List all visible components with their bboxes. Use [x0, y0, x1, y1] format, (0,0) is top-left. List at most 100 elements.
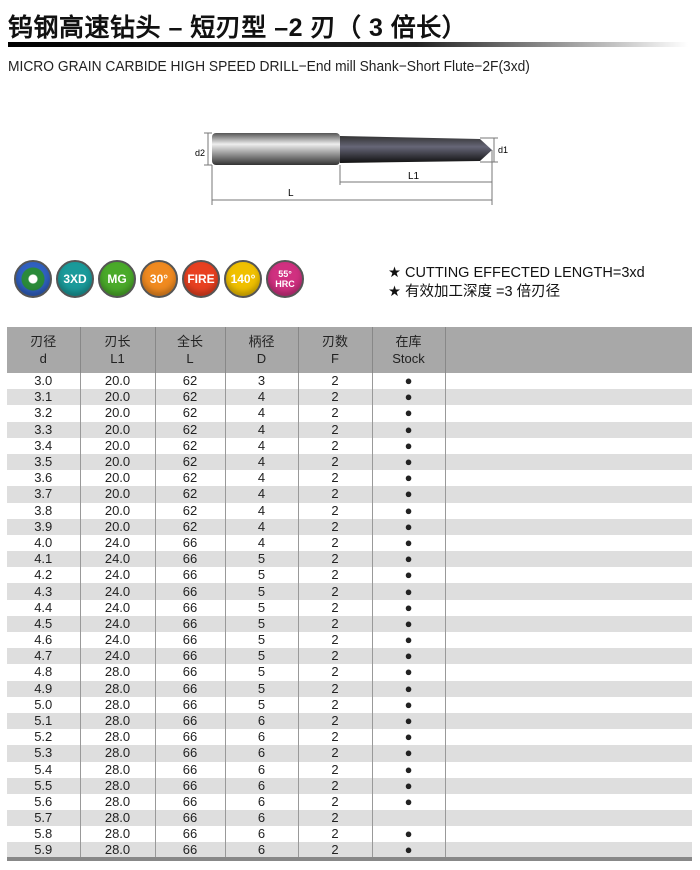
- cell-l: 66: [155, 583, 226, 600]
- fire-icon: FIRE: [182, 260, 220, 298]
- header-en: Stock: [392, 351, 425, 366]
- column-header: 柄径 D: [225, 327, 299, 373]
- cell-flutes: 2: [298, 745, 373, 762]
- cell-stock: ●: [372, 437, 446, 454]
- cell-blank: [445, 486, 692, 503]
- cell-l: 66: [155, 842, 226, 861]
- cell-stock: ●: [372, 453, 446, 471]
- cell-stock: ●: [372, 793, 446, 811]
- in-stock-dot-icon: ●: [404, 421, 413, 437]
- cell-l1: 24.0: [80, 534, 156, 552]
- cell-flutes: 2: [298, 793, 373, 811]
- cell-blank: [445, 777, 692, 794]
- cell-l1: 28.0: [80, 745, 156, 762]
- cell-d: 3.3: [7, 421, 81, 438]
- in-stock-dot-icon: ●: [404, 373, 413, 389]
- label-d1: d1: [498, 145, 508, 155]
- cell-shank-d: 6: [225, 761, 299, 778]
- cell-shank-d: 4: [225, 502, 299, 519]
- cell-l: 66: [155, 680, 226, 697]
- cell-flutes: 2: [298, 486, 373, 503]
- cell-shank-d: 5: [225, 680, 299, 697]
- cell-l: 62: [155, 518, 226, 535]
- cell-shank-d: 4: [225, 389, 299, 406]
- cell-l: 66: [155, 793, 226, 811]
- in-stock-dot-icon: ●: [404, 437, 413, 453]
- cell-shank-d: 6: [225, 745, 299, 762]
- cell-l: 66: [155, 810, 226, 827]
- cell-d: 3.2: [7, 405, 81, 422]
- cell-l: 62: [155, 373, 226, 390]
- cell-stock: ●: [372, 664, 446, 681]
- note-cutting-length: ★ CUTTING EFFECTED LENGTH=3xd: [388, 265, 645, 281]
- cell-d: 5.1: [7, 712, 81, 730]
- cell-flutes: 2: [298, 421, 373, 438]
- label-d2: d2: [195, 148, 205, 158]
- cell-blank: [445, 762, 692, 778]
- cell-shank-d: 4: [225, 518, 299, 535]
- cell-d: 3.1: [7, 389, 81, 406]
- cell-flutes: 2: [298, 405, 373, 422]
- cell-blank: [445, 664, 692, 680]
- spec-table: 刃径 d 刃长 L1 全长 L 柄径 D 刃数 F 在库 Stock 3.0 20.0 62 3 2 ● 3.1 2…: [7, 327, 692, 861]
- cell-flutes: 2: [298, 680, 373, 697]
- cell-d: 3.9: [7, 518, 81, 535]
- table-row: 3.9 20.0 62 4 2 ●: [7, 518, 692, 535]
- cell-d: 4.0: [7, 534, 81, 552]
- cell-shank-d: 5: [225, 599, 299, 616]
- cell-l: 66: [155, 632, 226, 649]
- cell-l1: 28.0: [80, 696, 156, 713]
- table-row: 5.5 28.0 66 6 2 ●: [7, 777, 692, 794]
- cell-flutes: 2: [298, 648, 373, 665]
- in-stock-dot-icon: ●: [404, 696, 413, 712]
- column-header: 刃长 L1: [80, 327, 156, 373]
- cell-l1: 20.0: [80, 389, 156, 406]
- cell-stock: ●: [372, 551, 446, 568]
- in-stock-dot-icon: ●: [404, 389, 413, 405]
- cell-l1: 28.0: [80, 761, 156, 778]
- cell-stock: ●: [372, 745, 446, 762]
- cell-flutes: 2: [298, 729, 373, 746]
- cell-l: 66: [155, 615, 226, 632]
- cell-shank-d: 4: [225, 486, 299, 503]
- cell-l: 62: [155, 389, 226, 406]
- cell-blank: [445, 373, 692, 389]
- cell-l1: 24.0: [80, 615, 156, 632]
- header-en: d: [39, 351, 47, 366]
- cell-shank-d: 5: [225, 664, 299, 681]
- table-row: 3.1 20.0 62 4 2 ●: [7, 389, 692, 406]
- cell-stock: ●: [372, 518, 446, 535]
- cell-blank: [445, 600, 692, 616]
- cell-stock: [372, 810, 446, 827]
- cell-shank-d: 6: [225, 777, 299, 794]
- cell-d: 4.7: [7, 648, 81, 665]
- cell-l: 62: [155, 486, 226, 503]
- cell-stock: ●: [372, 777, 446, 794]
- cell-l1: 20.0: [80, 470, 156, 487]
- cell-stock: ●: [372, 599, 446, 616]
- 3xd-icon: 3XD: [56, 260, 94, 298]
- cell-l1: 24.0: [80, 632, 156, 649]
- drill-shank: [212, 133, 340, 165]
- cell-l: 62: [155, 437, 226, 454]
- cell-shank-d: 4: [225, 405, 299, 422]
- header-cn: 刃长: [104, 334, 131, 349]
- cell-shank-d: 4: [225, 437, 299, 454]
- table-row: 4.2 24.0 66 5 2 ●: [7, 567, 692, 584]
- cell-blank: [445, 551, 692, 568]
- cell-l1: 20.0: [80, 502, 156, 519]
- cell-d: 3.0: [7, 373, 81, 390]
- cell-d: 3.4: [7, 437, 81, 454]
- cell-shank-d: 5: [225, 696, 299, 713]
- cell-shank-d: 4: [225, 453, 299, 471]
- label-L1: L1: [408, 171, 420, 182]
- cell-d: 4.5: [7, 615, 81, 632]
- cell-l: 66: [155, 551, 226, 568]
- table-row: 5.6 28.0 66 6 2 ●: [7, 793, 692, 811]
- in-stock-dot-icon: ●: [404, 567, 413, 583]
- table-row: 3.7 20.0 62 4 2 ●: [7, 486, 692, 503]
- in-stock-dot-icon: ●: [404, 761, 413, 777]
- cell-l: 66: [155, 777, 226, 794]
- cell-l: 66: [155, 826, 226, 843]
- header-cn: 在库: [395, 334, 422, 349]
